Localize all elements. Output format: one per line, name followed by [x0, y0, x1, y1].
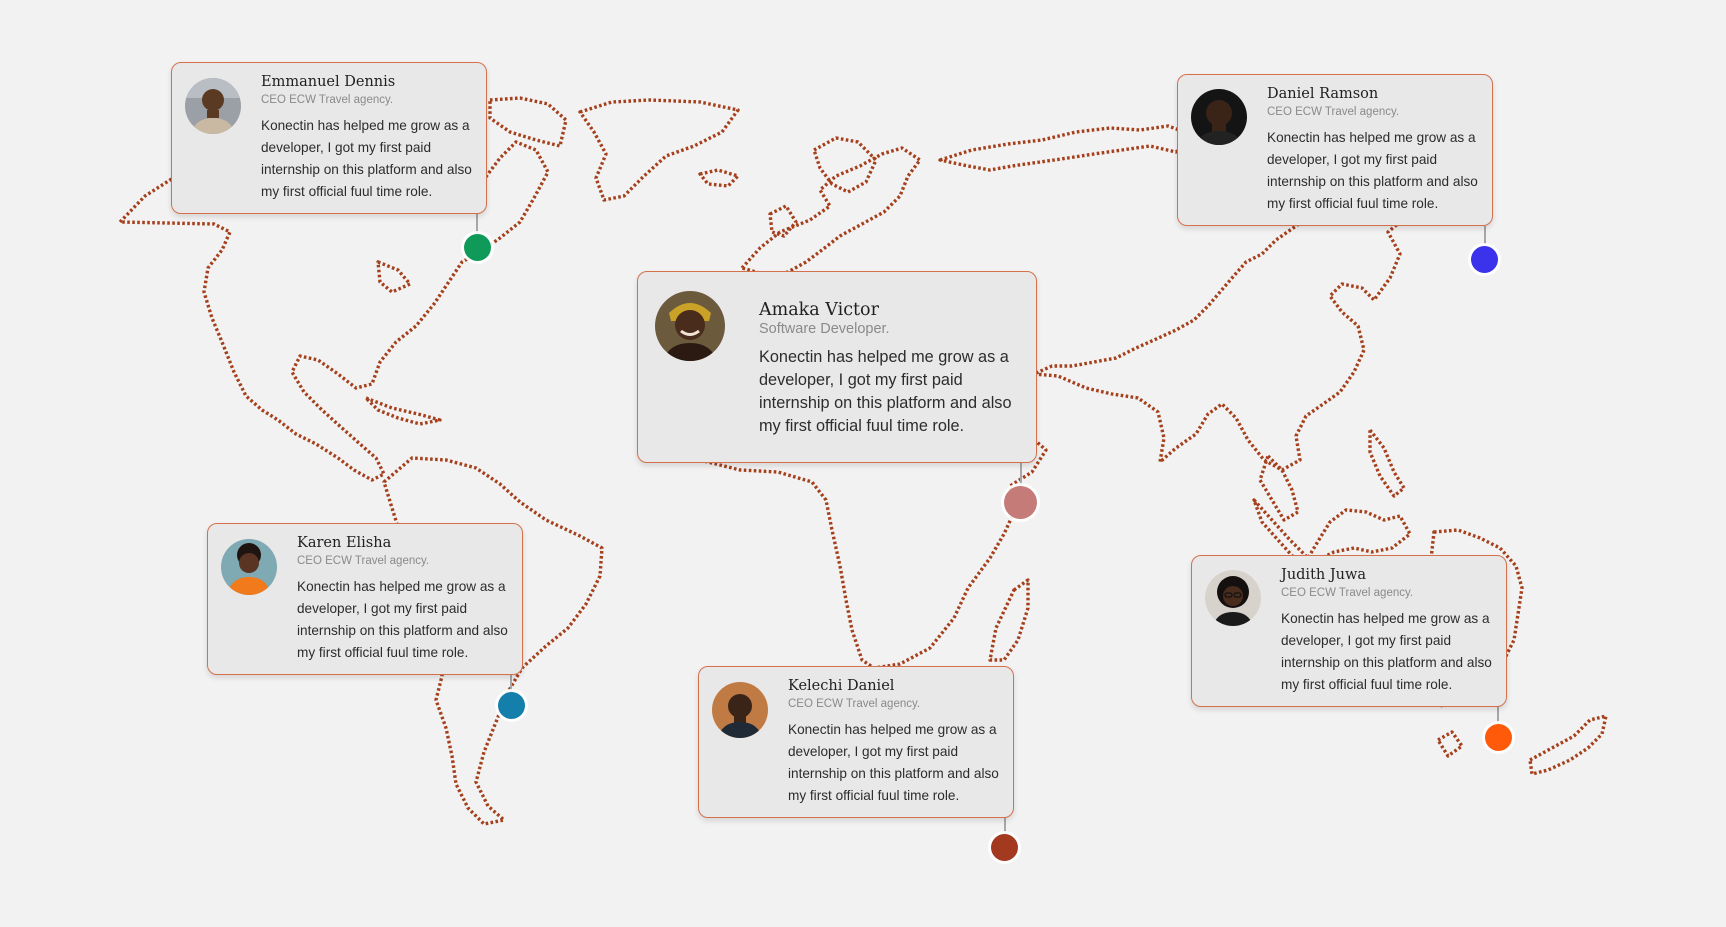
location-pin[interactable] — [498, 692, 525, 719]
avatar — [185, 78, 241, 134]
testimonial-name: Karen Elisha — [297, 535, 392, 551]
pin-stem — [1020, 462, 1022, 492]
map-scandinavia — [812, 136, 878, 194]
pin-stem — [1497, 704, 1499, 726]
testimonial-quote: Konectin has helped me grow as a develop… — [297, 579, 508, 660]
avatar — [1205, 570, 1261, 626]
pin-stem — [510, 674, 512, 696]
map-uk — [768, 204, 798, 238]
testimonial-card[interactable]: Judith Juwa CEO ECW Travel agency. Konec… — [1191, 555, 1507, 707]
map-asia-main — [1032, 194, 1422, 472]
testimonial-role: CEO ECW Travel agency. — [1267, 106, 1400, 118]
testimonial-card[interactable]: Daniel Ramson CEO ECW Travel agency. Kon… — [1177, 74, 1493, 226]
map-hudson-islands — [488, 96, 568, 148]
testimonial-card[interactable]: Kelechi Daniel CEO ECW Travel agency. Ko… — [698, 666, 1014, 818]
testimonial-role: CEO ECW Travel agency. — [1281, 587, 1414, 599]
map-caribbean — [364, 396, 442, 426]
map-newfoundland — [376, 260, 412, 294]
pin-stem — [1484, 226, 1486, 256]
map-tasmania — [1436, 730, 1464, 758]
pin-stem — [1004, 816, 1006, 838]
map-japan — [1368, 428, 1406, 498]
testimonial-name: Judith Juwa — [1281, 567, 1367, 583]
pin-stem — [476, 214, 478, 242]
map-new-zealand — [1528, 714, 1608, 776]
location-pin[interactable] — [1485, 724, 1512, 751]
location-pin[interactable] — [464, 234, 491, 261]
testimonial-role: CEO ECW Travel agency. — [297, 555, 430, 567]
testimonial-name: Kelechi Daniel — [788, 678, 895, 694]
testimonial-quote: Konectin has helped me grow as a develop… — [1267, 130, 1478, 211]
map-indonesia — [1252, 498, 1412, 564]
testimonial-role: CEO ECW Travel agency. — [261, 94, 394, 106]
testimonial-quote: Konectin has helped me grow as a develop… — [759, 348, 1012, 435]
map-europe — [740, 146, 922, 278]
location-pin[interactable] — [991, 834, 1018, 861]
map-north-america — [118, 112, 550, 482]
map-south-america — [382, 456, 604, 826]
map-iceland — [698, 168, 740, 188]
testimonial-card[interactable]: Emmanuel Dennis CEO ECW Travel agency. K… — [171, 62, 487, 214]
avatar — [221, 539, 277, 595]
testimonial-quote: Konectin has helped me grow as a develop… — [1281, 611, 1492, 692]
testimonial-name: Amaka Victor — [759, 300, 879, 320]
testimonial-name: Daniel Ramson — [1267, 86, 1379, 102]
location-pin[interactable] — [1004, 486, 1037, 519]
map-asia — [938, 124, 1198, 172]
testimonial-role: Software Developer. — [759, 321, 890, 337]
testimonial-name: Emmanuel Dennis — [261, 74, 396, 90]
testimonial-quote: Konectin has helped me grow as a develop… — [261, 118, 472, 199]
avatar — [712, 682, 768, 738]
map-madagascar — [988, 578, 1030, 662]
testimonial-role: CEO ECW Travel agency. — [788, 698, 921, 710]
location-pin[interactable] — [1471, 246, 1498, 273]
testimonial-card[interactable]: Karen Elisha CEO ECW Travel agency. Kone… — [207, 523, 523, 675]
testimonial-card-featured[interactable]: Amaka Victor Software Developer. Konecti… — [637, 271, 1037, 463]
testimonial-quote: Konectin has helped me grow as a develop… — [788, 722, 999, 803]
avatar — [655, 291, 725, 361]
avatar — [1191, 89, 1247, 145]
